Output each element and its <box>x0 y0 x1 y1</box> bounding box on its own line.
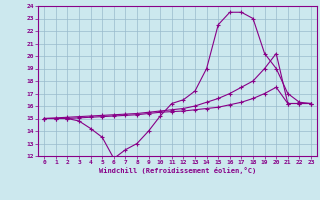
X-axis label: Windchill (Refroidissement éolien,°C): Windchill (Refroidissement éolien,°C) <box>99 167 256 174</box>
